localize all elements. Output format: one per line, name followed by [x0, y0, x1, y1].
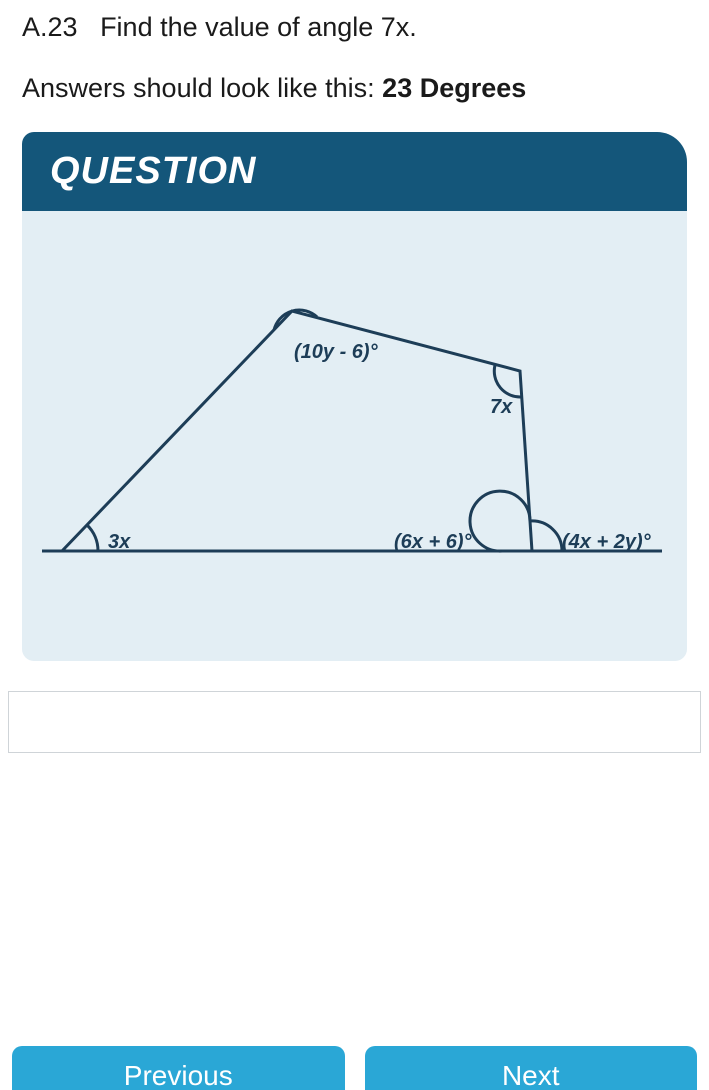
arc-6x+6	[470, 491, 530, 551]
diagram-svg	[42, 251, 662, 611]
answer-format-hint: Answers should look like this: 23 Degree…	[22, 73, 687, 104]
arc-4x+2y	[530, 521, 562, 551]
next-button[interactable]: Next	[365, 1046, 698, 1090]
question-card: QUESTION 3x (10y - 6)° 7x (6x + 6)° (4x …	[22, 132, 687, 661]
question-id: A.23	[22, 12, 78, 42]
label-6x+6: (6x + 6)°	[394, 531, 471, 554]
nav-row: Previous Next	[0, 1046, 709, 1090]
question-prompt: A.23 Find the value of angle 7x.	[22, 12, 687, 43]
question-text: Find the value of angle 7x.	[100, 12, 417, 42]
hint-example: 23 Degrees	[382, 73, 526, 103]
answer-input[interactable]	[8, 691, 701, 753]
label-10y-6: (10y - 6)°	[294, 341, 378, 364]
previous-button[interactable]: Previous	[12, 1046, 345, 1090]
arc-3x	[87, 525, 98, 551]
label-4x+2y: (4x + 2y)°	[562, 531, 651, 554]
hint-prefix: Answers should look like this:	[22, 73, 382, 103]
question-header: QUESTION	[22, 132, 687, 211]
question-body: 3x (10y - 6)° 7x (6x + 6)° (4x + 2y)°	[22, 211, 687, 661]
geometry-diagram: 3x (10y - 6)° 7x (6x + 6)° (4x + 2y)°	[42, 251, 662, 611]
label-3x: 3x	[108, 531, 130, 554]
label-7x: 7x	[490, 396, 512, 419]
